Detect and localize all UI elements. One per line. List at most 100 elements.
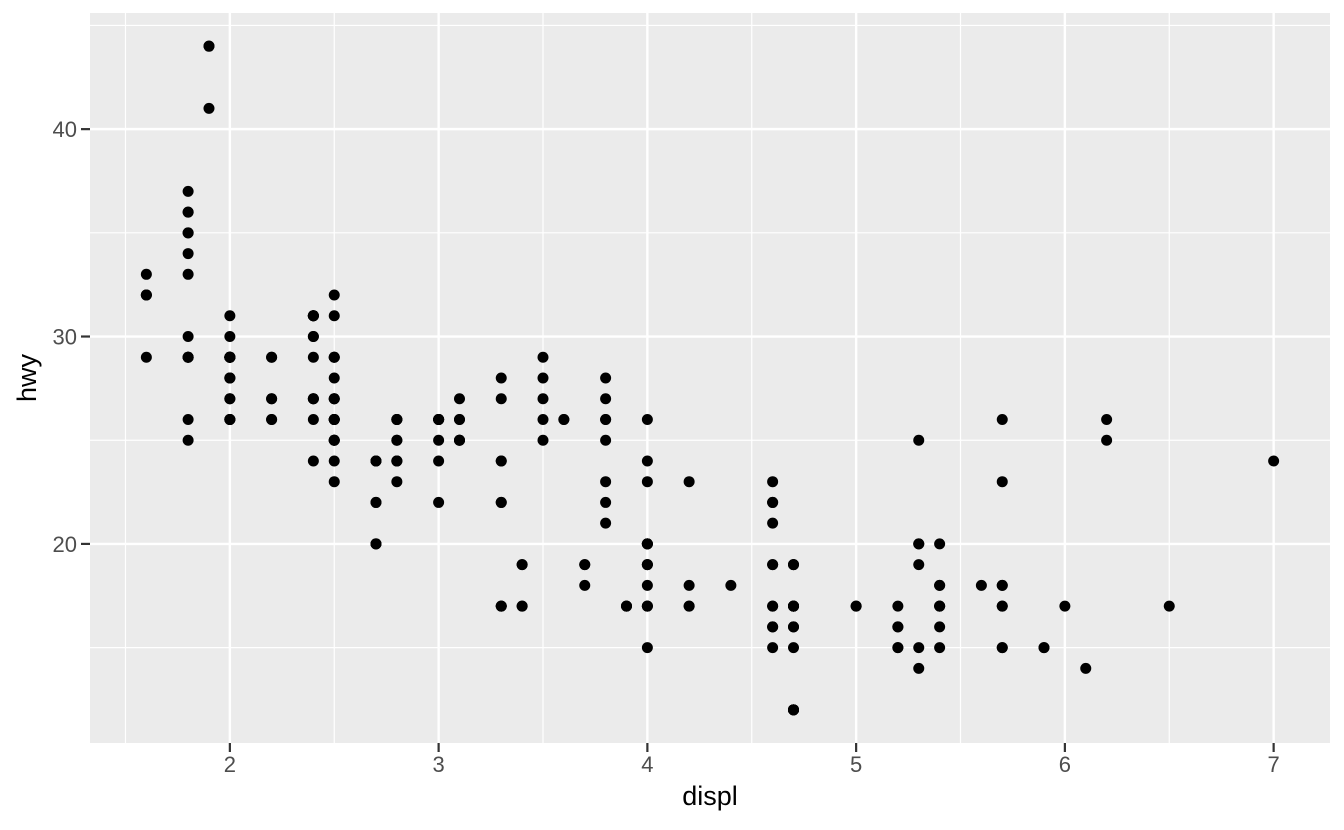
data-point [328, 476, 340, 488]
data-point [328, 393, 340, 405]
data-point [1101, 413, 1113, 425]
data-point [788, 621, 800, 633]
data-point [600, 517, 612, 529]
data-point [307, 310, 319, 322]
x-tick-label: 2 [224, 752, 236, 777]
data-point [892, 621, 904, 633]
plot-panel [90, 13, 1330, 743]
data-point [913, 642, 925, 654]
data-point [495, 455, 507, 467]
data-point [1080, 662, 1092, 674]
data-point [453, 413, 465, 425]
data-point [433, 434, 445, 446]
data-point [767, 621, 779, 633]
data-point [641, 559, 653, 571]
x-tick-label: 4 [641, 752, 653, 777]
data-point [620, 600, 632, 612]
data-point [307, 393, 319, 405]
data-point [767, 559, 779, 571]
data-point [182, 413, 194, 425]
data-point [892, 642, 904, 654]
data-point [182, 227, 194, 239]
data-point [1163, 600, 1175, 612]
data-point [641, 476, 653, 488]
data-point [788, 704, 800, 716]
x-tick-label: 6 [1059, 752, 1071, 777]
data-point [182, 268, 194, 280]
data-point [453, 393, 465, 405]
data-point [266, 351, 278, 363]
data-point [182, 185, 194, 197]
data-point [391, 434, 403, 446]
data-point [307, 351, 319, 363]
data-point [913, 559, 925, 571]
data-point [537, 351, 549, 363]
data-point [600, 476, 612, 488]
data-point [224, 372, 236, 384]
data-point [307, 455, 319, 467]
data-point [182, 434, 194, 446]
data-point [1059, 600, 1071, 612]
x-tick-label: 5 [850, 752, 862, 777]
y-tick-label: 20 [53, 532, 77, 557]
data-point [600, 496, 612, 508]
data-point [203, 40, 215, 52]
data-point [224, 331, 236, 343]
data-point [1268, 455, 1280, 467]
data-point [203, 102, 215, 114]
data-point [224, 310, 236, 322]
data-point [850, 600, 862, 612]
y-tick-label: 40 [53, 117, 77, 142]
data-point [328, 372, 340, 384]
data-point [913, 434, 925, 446]
y-tick-label: 30 [53, 325, 77, 350]
data-point [788, 559, 800, 571]
data-point [328, 455, 340, 467]
data-point [725, 579, 737, 591]
data-point [767, 600, 779, 612]
data-point [641, 579, 653, 591]
data-point [579, 579, 591, 591]
data-point [641, 455, 653, 467]
data-point [495, 372, 507, 384]
data-point [934, 642, 946, 654]
data-point [391, 413, 403, 425]
data-point [182, 351, 194, 363]
data-point [934, 600, 946, 612]
data-point [495, 393, 507, 405]
data-point [683, 600, 695, 612]
data-point [600, 413, 612, 425]
data-point [370, 538, 382, 550]
x-tick-label: 7 [1268, 752, 1280, 777]
data-point [892, 600, 904, 612]
data-point [996, 579, 1008, 591]
data-point [600, 393, 612, 405]
data-point [433, 413, 445, 425]
data-point [996, 600, 1008, 612]
data-point [453, 434, 465, 446]
data-point [788, 642, 800, 654]
data-point [495, 496, 507, 508]
data-point [537, 413, 549, 425]
data-point [266, 393, 278, 405]
data-point [224, 351, 236, 363]
data-point [996, 413, 1008, 425]
data-point [1038, 642, 1050, 654]
data-point [996, 476, 1008, 488]
x-axis-title: displ [682, 781, 738, 811]
data-point [683, 579, 695, 591]
data-point [328, 351, 340, 363]
data-point [328, 413, 340, 425]
data-point [328, 434, 340, 446]
data-point [433, 455, 445, 467]
data-point [934, 621, 946, 633]
data-point [307, 413, 319, 425]
data-point [433, 496, 445, 508]
data-point [537, 372, 549, 384]
data-point [788, 600, 800, 612]
data-point [683, 476, 695, 488]
x-tick-label: 3 [432, 752, 444, 777]
data-point [495, 600, 507, 612]
